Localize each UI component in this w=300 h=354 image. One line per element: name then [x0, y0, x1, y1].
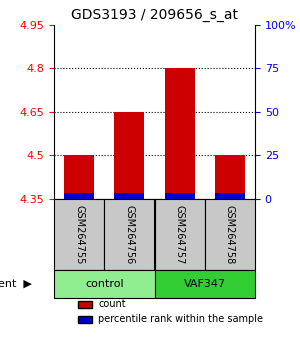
Text: percentile rank within the sample: percentile rank within the sample	[98, 314, 263, 324]
Text: GSM264756: GSM264756	[124, 205, 134, 264]
Text: control: control	[85, 279, 124, 289]
Text: count: count	[98, 299, 126, 309]
Bar	[114, 112, 145, 199]
Text: GSM264755: GSM264755	[74, 205, 84, 264]
FancyBboxPatch shape	[78, 316, 92, 323]
FancyBboxPatch shape	[154, 270, 255, 298]
Text: GSM264758: GSM264758	[225, 205, 235, 264]
Bar	[215, 193, 245, 199]
Text: agent  ▶: agent ▶	[0, 279, 32, 289]
Bar	[164, 193, 195, 199]
FancyBboxPatch shape	[104, 199, 154, 270]
FancyBboxPatch shape	[205, 199, 255, 270]
FancyBboxPatch shape	[54, 270, 154, 298]
Text: VAF347: VAF347	[184, 279, 226, 289]
Bar	[64, 193, 94, 199]
FancyBboxPatch shape	[54, 199, 104, 270]
Text: GSM264757: GSM264757	[175, 205, 184, 264]
Bar	[215, 155, 245, 199]
Bar	[64, 155, 94, 199]
FancyBboxPatch shape	[154, 199, 205, 270]
Bar	[114, 193, 145, 199]
FancyBboxPatch shape	[78, 301, 92, 308]
Bar	[164, 68, 195, 199]
Title: GDS3193 / 209656_s_at: GDS3193 / 209656_s_at	[71, 8, 238, 22]
